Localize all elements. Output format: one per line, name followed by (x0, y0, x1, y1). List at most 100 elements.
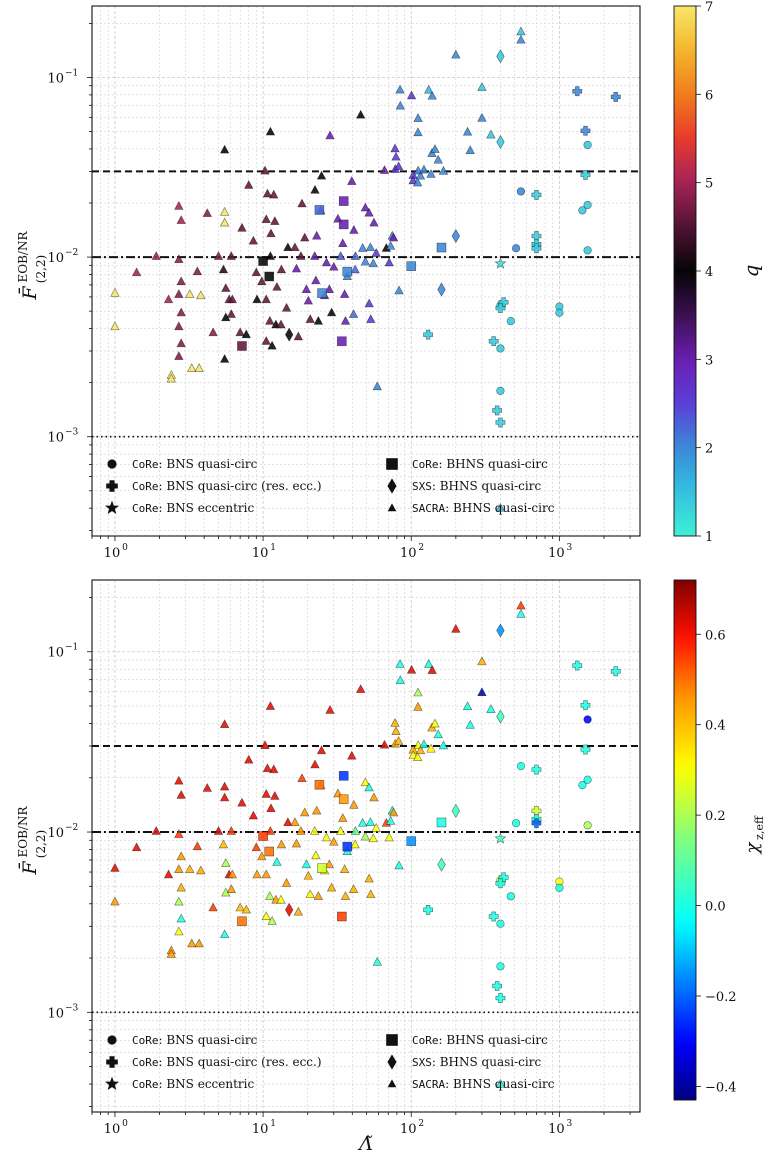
circle-marker (583, 715, 592, 724)
y-tick-label: 10 (47, 71, 64, 86)
triangle-marker (219, 144, 230, 154)
colorbar-tick-label: 0.6 (705, 628, 726, 643)
triangle-marker (451, 623, 461, 633)
triangle-marker (433, 729, 443, 739)
triangle-marker (174, 926, 184, 936)
legend-square-marker (386, 458, 398, 470)
plus-marker (580, 700, 591, 711)
triangle-marker (311, 850, 321, 860)
triangle-marker (192, 266, 203, 276)
triangle-marker (261, 789, 271, 798)
y-tick-label-exponent: −1 (65, 68, 78, 78)
triangle-marker (303, 870, 314, 880)
triangle-marker (364, 298, 374, 308)
triangle-marker (326, 882, 337, 892)
legend-source: SACRA (412, 1078, 445, 1091)
legend-description: : BHNS quasi-circ (445, 1077, 555, 1091)
triangle-marker (427, 90, 437, 100)
colorbar-label: q (739, 265, 763, 278)
triangle-marker (369, 792, 379, 802)
plot-frame (91, 579, 641, 1113)
circle-marker (583, 200, 592, 210)
triangle-marker (110, 287, 120, 297)
triangle-marker (430, 718, 440, 728)
triangle-marker (338, 238, 348, 248)
triangle-marker (270, 216, 280, 225)
plus-marker (495, 993, 506, 1003)
plus-marker (572, 660, 583, 671)
legend-label: CoRe: BHNS quasi-circ (412, 1033, 548, 1047)
plus-marker (492, 981, 503, 991)
triangle-marker (305, 889, 315, 899)
colorbar-title: q (739, 265, 763, 278)
plus-marker (580, 744, 591, 755)
circle-marker (583, 140, 592, 150)
triangle-marker (369, 217, 379, 227)
triangle-marker (260, 740, 270, 749)
circle-marker (496, 919, 505, 928)
triangle-marker (219, 929, 230, 939)
triangle-marker (151, 826, 161, 835)
triangle-marker (516, 34, 526, 44)
triangle-marker (176, 338, 186, 348)
triangle-marker (265, 315, 275, 325)
triangle-marker (219, 792, 230, 802)
legend-triangle-marker (387, 503, 397, 512)
triangle-marker (110, 321, 120, 331)
triangle-marker (309, 826, 320, 835)
y-tick-label-exponent: −3 (65, 428, 79, 438)
triangle-marker (477, 687, 487, 697)
legend-entry: CoRe: BNS quasi-circ (107, 457, 258, 471)
triangle-marker (219, 781, 230, 791)
triangle-marker (360, 777, 371, 787)
triangle-marker (235, 902, 245, 912)
legend-source: CoRe (412, 458, 439, 471)
ticks (87, 23, 631, 541)
triangle-marker (424, 84, 434, 94)
circle-marker (516, 762, 526, 771)
triangle-marker (265, 251, 276, 260)
triangle-marker (266, 228, 276, 238)
triangle-marker (326, 307, 337, 317)
triangle-marker (213, 251, 224, 260)
diamond-marker (496, 134, 505, 150)
circle-marker (583, 246, 592, 255)
triangle-marker (267, 916, 277, 925)
circle-marker (511, 244, 521, 253)
legend-source: CoRe (412, 1034, 439, 1047)
triangle-marker (350, 264, 360, 274)
plot-area (92, 580, 640, 1112)
legend-source: CoRe (132, 1078, 159, 1091)
triangle-marker (174, 896, 184, 906)
triangle-marker (174, 200, 184, 210)
triangle-marker (340, 891, 351, 900)
triangle-marker (176, 882, 186, 892)
triangle-marker (296, 251, 306, 260)
triangle-marker (340, 315, 351, 325)
legend-entry: CoRe: BHNS quasi-circ (386, 457, 548, 471)
x-tick-label: 10 (400, 546, 417, 561)
triangle-marker (194, 363, 204, 372)
legend-entry: CoRe: BHNS quasi-circ (386, 1033, 548, 1047)
triangle-marker (281, 878, 292, 887)
colorbar-tick-label: 2 (705, 442, 713, 457)
triangle-marker (290, 242, 300, 252)
triangle-marker (516, 608, 526, 618)
triangle-marker (316, 745, 327, 755)
triangle-marker (237, 797, 247, 807)
legend-source: CoRe (132, 1056, 159, 1069)
triangle-marker (339, 864, 350, 873)
square-marker (314, 779, 325, 790)
triangle-marker (267, 340, 277, 350)
legend-label: SXS: BHNS quasi-circ (412, 479, 541, 493)
triangle-marker (364, 207, 374, 217)
square-marker (406, 261, 417, 271)
triangle-marker (176, 851, 186, 861)
triangle-marker (226, 251, 236, 260)
colorbar-tick-label: 3 (705, 353, 713, 368)
triangle-marker (385, 815, 396, 825)
diamond-marker (451, 803, 460, 818)
triangle-marker (395, 100, 406, 110)
triangle-marker (269, 764, 279, 774)
legend-label: CoRe: BHNS quasi-circ (412, 457, 548, 471)
